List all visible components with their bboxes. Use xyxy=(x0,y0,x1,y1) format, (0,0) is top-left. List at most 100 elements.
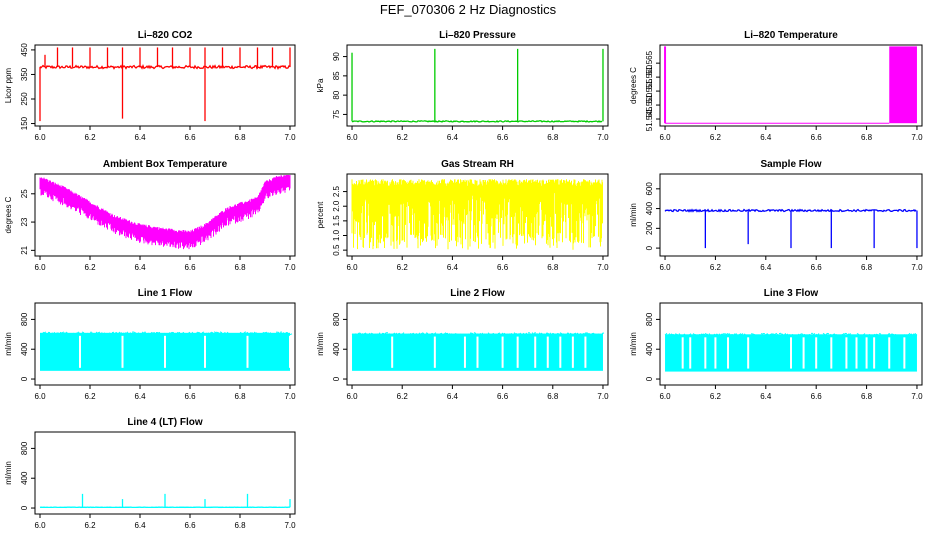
chart-panel-2: Li–820 Pressure kPa 6.0 6.2 6.4 6.6 6.8 7.0 75 80… xyxy=(316,30,609,142)
x-tick-label: 6.4 xyxy=(447,263,459,272)
y-axis-label: ml/min xyxy=(629,203,638,227)
x-tick-label: 6.8 xyxy=(547,133,559,142)
series-sample xyxy=(664,208,918,249)
series-edge xyxy=(664,332,918,337)
series-gap xyxy=(79,335,81,368)
series-block xyxy=(889,46,917,124)
y-tick-label: 450 xyxy=(20,43,29,57)
y-axis-label: degrees C xyxy=(4,196,13,233)
y-tick-label: 51.565 xyxy=(645,50,654,75)
figure-title: FEF_070306 2 Hz Diagnostics xyxy=(380,2,557,17)
chart-panel-1: Li–820 CO2 Licor ppm 6.0 6.2 6.4 6.6 6.8 7.0 150… xyxy=(4,30,296,142)
y-axis-label: degrees C xyxy=(629,67,638,104)
x-tick-label: 7.0 xyxy=(911,263,923,272)
series-gap xyxy=(501,336,504,368)
chart-panel-5: Gas Stream RH percent 6.0 6.2 6.4 6.6 6.8 7.0 0.… xyxy=(316,159,609,272)
series-line1 xyxy=(39,331,293,371)
x-tick-label: 6.8 xyxy=(234,263,246,272)
y-tick-label: 400 xyxy=(20,342,29,356)
chart-panel-3: Li–820 Temperature degrees C 6.0 6.2 6.4 6.6 6… xyxy=(629,30,923,142)
series-edge xyxy=(351,332,605,336)
x-tick-label: 7.0 xyxy=(911,392,923,401)
x-tick-label: 6.4 xyxy=(760,392,772,401)
x-tick-label: 6.0 xyxy=(34,263,46,272)
x-tick-label: 6.4 xyxy=(134,133,146,142)
series-gap xyxy=(855,337,858,369)
y-tick-label: 400 xyxy=(20,471,29,485)
y-tick-label: 21 xyxy=(20,245,29,254)
series-gap xyxy=(204,335,206,368)
chart-panel-4: Ambient Box Temperature degrees C 6.0 6.2 6.… xyxy=(4,159,296,272)
x-tick-label: 6.2 xyxy=(397,392,409,401)
series-gap xyxy=(704,337,707,369)
y-tick-label: 800 xyxy=(20,441,29,455)
x-tick-label: 6.8 xyxy=(234,392,246,401)
y-tick-label: 51.560 xyxy=(645,64,654,89)
x-tick-label: 6.4 xyxy=(134,263,146,272)
series-gap xyxy=(391,336,394,368)
series-gap xyxy=(559,336,562,368)
y-tick-label: 0.5 xyxy=(332,244,341,256)
series-gap xyxy=(534,336,537,368)
series-gap xyxy=(830,337,833,369)
chart-title: Ambient Box Temperature xyxy=(103,159,228,170)
y-tick-label: 23 xyxy=(20,217,29,226)
y-tick-label: 0 xyxy=(20,376,29,381)
chart-title: Li–820 Pressure xyxy=(439,30,516,41)
x-tick-label: 6.0 xyxy=(659,133,671,142)
x-tick-label: 6.6 xyxy=(184,133,196,142)
y-tick-label: 250 xyxy=(20,92,29,106)
y-tick-label: 51.550 xyxy=(645,92,654,117)
chart-panel-7: Line 1 Flow ml/min 6.0 6.2 6.4 6.6 6.8 7.0 0 400 8… xyxy=(4,288,296,401)
series-pressure xyxy=(351,48,604,123)
x-tick-label: 6.0 xyxy=(346,133,358,142)
series-gap xyxy=(714,337,717,369)
plot-frame xyxy=(659,173,923,257)
series-gap xyxy=(246,335,249,368)
x-tick-label: 6.6 xyxy=(811,133,823,142)
series-gap xyxy=(289,335,291,368)
y-tick-label: 800 xyxy=(332,312,341,326)
series-gap xyxy=(815,337,818,369)
series-gap xyxy=(121,335,124,368)
series-band xyxy=(351,179,603,250)
x-tick-label: 6.8 xyxy=(234,521,246,530)
x-tick-label: 6.2 xyxy=(84,133,96,142)
series-gap xyxy=(164,335,166,368)
x-tick-label: 7.0 xyxy=(284,133,296,142)
x-tick-label: 6.4 xyxy=(760,263,772,272)
y-tick-label: 25 xyxy=(20,189,29,198)
series-gap xyxy=(433,336,436,368)
y-tick-label: 2.0 xyxy=(332,200,341,212)
y-tick-label: 75 xyxy=(332,109,341,118)
y-tick-label: 1.5 xyxy=(332,215,341,227)
chart-title: Sample Flow xyxy=(760,159,821,170)
x-tick-label: 6.8 xyxy=(547,263,559,272)
x-tick-label: 6.6 xyxy=(184,521,196,530)
y-tick-label: 800 xyxy=(645,312,654,326)
series-line xyxy=(39,64,291,70)
series-line2 xyxy=(351,332,605,371)
y-tick-label: 400 xyxy=(645,342,654,356)
x-tick-label: 7.0 xyxy=(597,133,609,142)
x-tick-label: 6.2 xyxy=(710,133,722,142)
plot-frame xyxy=(659,302,923,386)
x-tick-label: 7.0 xyxy=(597,392,609,401)
chart-title: Line 1 Flow xyxy=(138,288,193,299)
series-temperature xyxy=(664,46,917,124)
x-tick-label: 6.4 xyxy=(134,392,146,401)
x-tick-label: 7.0 xyxy=(284,263,296,272)
x-tick-label: 6.4 xyxy=(447,392,459,401)
y-tick-label: 1.0 xyxy=(332,229,341,241)
x-tick-label: 6.2 xyxy=(84,263,96,272)
series-gap xyxy=(476,336,479,368)
y-tick-label: 85 xyxy=(332,71,341,80)
y-tick-label: 0 xyxy=(645,376,654,381)
plot-frame xyxy=(346,44,609,127)
y-tick-label: 200 xyxy=(645,221,654,235)
x-tick-label: 6.2 xyxy=(397,133,409,142)
x-tick-label: 6.6 xyxy=(497,392,509,401)
series-co2 xyxy=(39,47,291,122)
chart-panel-10: Line 4 (LT) Flow ml/min 6.0 6.2 6.4 6.6 6.8 7.0… xyxy=(4,417,296,530)
